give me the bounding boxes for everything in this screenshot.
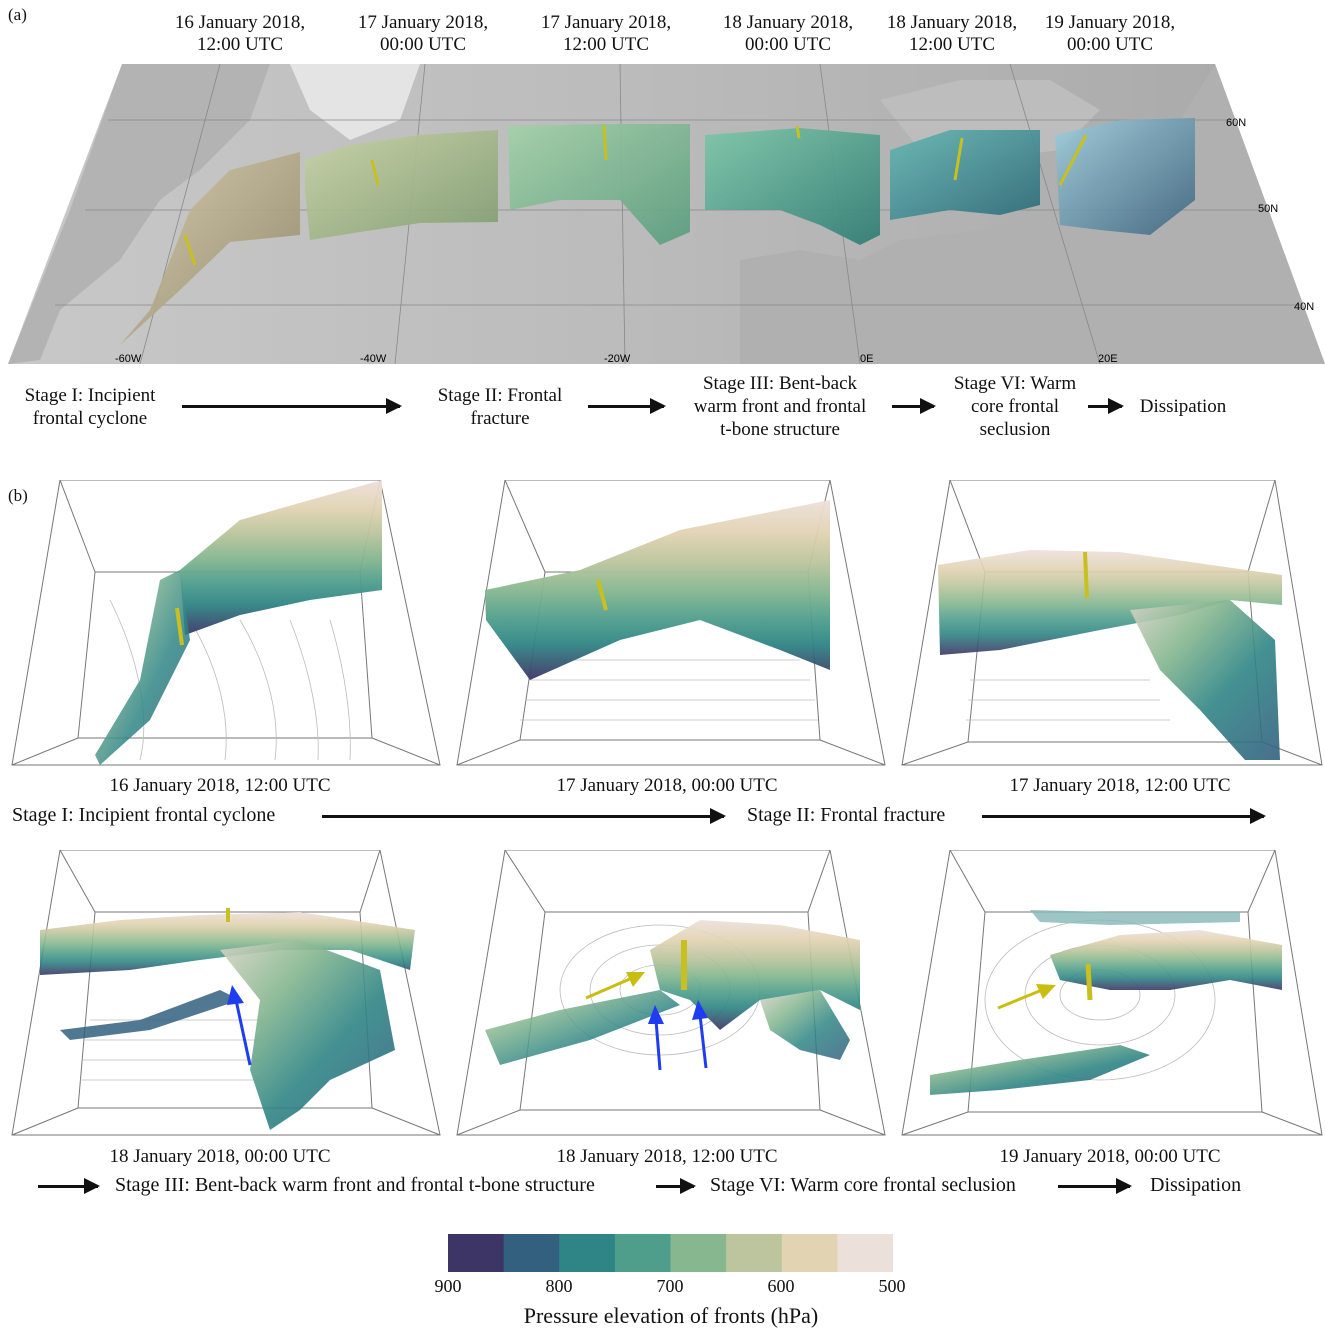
- colorbar-swatch: [559, 1234, 616, 1272]
- track-marker-6: [1085, 963, 1093, 1001]
- front-sheet-5: [890, 130, 1040, 220]
- blue-arrow-4: [227, 985, 252, 1066]
- colorbar-swatch: [726, 1234, 783, 1272]
- front-branch-1: [95, 570, 190, 765]
- front-surface-2: [485, 500, 830, 680]
- stage-label-3: Stage III: Bent-back warm front and front…: [693, 373, 867, 440]
- front-sheet-6: [1055, 118, 1195, 235]
- stage-b-1: Stage I: Incipient frontal cyclone: [12, 804, 276, 826]
- stage-arrow-4: [1088, 398, 1124, 414]
- view-box-6: [901, 850, 1323, 1136]
- colorbar-tick-700: 700: [656, 1276, 684, 1296]
- cyclone-track-markers: [183, 124, 1088, 266]
- panel-b-row2: [11, 850, 1323, 1136]
- stage-arrow-3: [892, 398, 936, 414]
- caption-b3: 17 January 2018, 12:00 UTC: [1009, 775, 1231, 796]
- lon-label-20e: 20E: [1098, 353, 1118, 365]
- date-label-5: 18 January 2018, 12:00 UTC: [886, 12, 1018, 55]
- front-sheet-3: [508, 124, 690, 245]
- stage-label-4: Stage VI: Warm core frontal seclusion: [953, 373, 1077, 440]
- stage-b-arrow-2: [982, 808, 1266, 824]
- colorbar-tick-800: 800: [545, 1276, 573, 1296]
- stage-b-4: Stage VI: Warm core frontal seclusion: [710, 1174, 1016, 1196]
- panel-b-row1: [11, 480, 1323, 766]
- colorbar-swatch: [448, 1234, 505, 1272]
- date-label-2: 17 January 2018, 00:00 UTC: [357, 12, 489, 55]
- lon-label-20w: -20W: [604, 353, 631, 365]
- colorbar-swatch: [614, 1234, 672, 1272]
- colorbar-swatch: [781, 1234, 838, 1272]
- front-surface-5a: [650, 920, 860, 1030]
- blue-arrow-5b: [692, 1000, 708, 1069]
- panel-a-letter: (a): [8, 5, 27, 24]
- date-label-4: 18 January 2018, 00:00 UTC: [722, 12, 854, 55]
- view-box-5: [456, 850, 886, 1136]
- colorbar-tick-500: 500: [878, 1276, 906, 1296]
- stage-b-arrow-4: [656, 1178, 696, 1194]
- lat-label-40n: 40N: [1294, 301, 1314, 313]
- colorbar: [448, 1234, 893, 1272]
- isobars-2: [520, 659, 818, 721]
- front-surface-4a: [40, 912, 415, 975]
- stage-label-5: Dissipation: [1139, 396, 1227, 417]
- isobars-3: [966, 679, 1170, 721]
- front-surface-5b: [760, 990, 850, 1060]
- caption-b2: 17 January 2018, 00:00 UTC: [556, 775, 778, 796]
- colorbar-title: Pressure elevation of fronts (hPa): [523, 1303, 819, 1328]
- caption-b5: 18 January 2018, 12:00 UTC: [556, 1146, 778, 1167]
- front-branch-4: [60, 990, 240, 1040]
- stage-label-1: Stage I: Incipient frontal cyclone: [24, 385, 156, 429]
- colorbar-tick-900: 900: [434, 1276, 462, 1296]
- north-america-land: [8, 64, 270, 364]
- front-strip-6: [1030, 910, 1240, 925]
- front-surface-3b: [1130, 600, 1280, 760]
- caption-b6: 19 January 2018, 00:00 UTC: [999, 1146, 1221, 1167]
- front-sheet-4: [705, 128, 880, 245]
- blue-arrow-5a: [648, 1005, 664, 1071]
- date-label-3: 17 January 2018, 12:00 UTC: [540, 12, 672, 55]
- front-surface-1: [180, 480, 382, 635]
- lon-label-60w: -60W: [115, 353, 142, 365]
- yellow-arrow-6: [997, 984, 1056, 1010]
- stage-b-3: Stage III: Bent-back warm front and fron…: [115, 1174, 595, 1196]
- lat-label-50n: 50N: [1258, 203, 1278, 215]
- front-branch-6: [930, 1045, 1150, 1095]
- colorbar-swatch: [503, 1234, 560, 1272]
- front-sheet-1: [120, 152, 300, 345]
- track-marker-1: [175, 607, 184, 646]
- greenland-land: [290, 64, 420, 140]
- panel-a-map: 60N 50N 40N -60W -40W -20W 0E 20E: [8, 63, 1325, 365]
- lat-label-60n: 60N: [1226, 117, 1246, 129]
- front-sheet-2: [305, 130, 498, 240]
- stage-b-arrow-3: [38, 1178, 100, 1194]
- stage-arrow-2: [588, 398, 666, 414]
- date-label-1: 16 January 2018, 12:00 UTC: [174, 12, 306, 55]
- date-label-6: 19 January 2018, 00:00 UTC: [1044, 12, 1176, 55]
- caption-b1: 16 January 2018, 12:00 UTC: [109, 775, 331, 796]
- colorbar-tick-600: 600: [767, 1276, 795, 1296]
- yellow-arrow-5: [585, 972, 645, 1000]
- stage-b-5: Dissipation: [1150, 1174, 1242, 1196]
- panel-b-letter: (b): [8, 486, 28, 505]
- track-marker-2: [596, 579, 608, 611]
- lon-label-40w: -40W: [360, 353, 387, 365]
- front-branch-5: [485, 990, 680, 1065]
- lon-label-0e: 0E: [860, 353, 873, 365]
- stage-label-2: Stage II: Frontal fracture: [437, 385, 563, 429]
- stage-b-arrow-5: [1058, 1178, 1132, 1194]
- front-surface-6a: [1050, 930, 1282, 990]
- front-surface-3a: [938, 550, 1282, 655]
- front-surface-4b: [220, 940, 395, 1130]
- stage-b-2: Stage II: Frontal fracture: [747, 804, 946, 826]
- colorbar-swatch: [837, 1234, 893, 1272]
- stage-arrow-1: [182, 398, 402, 414]
- stage-b-arrow-1: [322, 808, 726, 824]
- colorbar-swatch: [670, 1234, 727, 1272]
- caption-b4: 18 January 2018, 00:00 UTC: [109, 1146, 331, 1167]
- track-marker-3: [1083, 551, 1089, 599]
